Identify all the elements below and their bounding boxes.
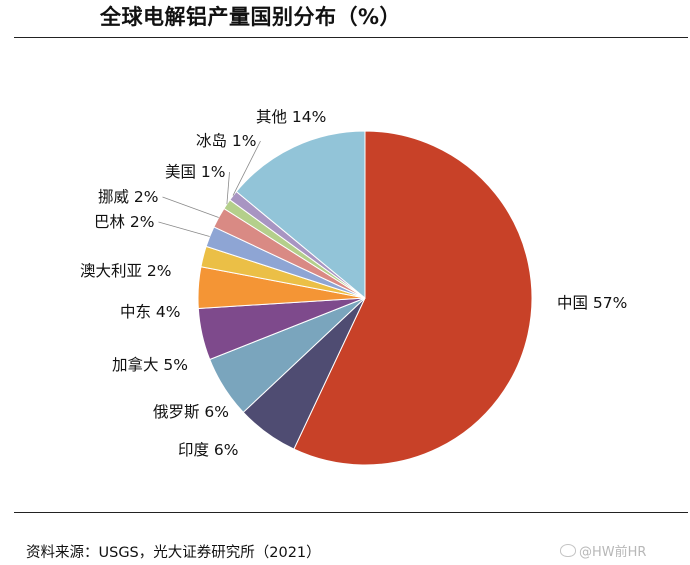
- leader-line: [158, 221, 210, 237]
- watermark: @HW前HR: [560, 541, 646, 560]
- slice-label: 中国 57%: [557, 294, 627, 312]
- leader-line: [226, 171, 230, 205]
- leader-lines: [158, 140, 261, 237]
- leader-line: [162, 196, 219, 218]
- weibo-logo-icon: [560, 544, 576, 557]
- pie-slice: [293, 130, 533, 466]
- watermark-text: @HW前HR: [579, 545, 647, 560]
- slice-label: 其他 14%: [256, 108, 326, 126]
- bottom-divider: [14, 512, 688, 513]
- source-note: 资料来源：USGS，光大证券研究所（2021）: [26, 545, 321, 561]
- slice-label: 巴林 2%: [94, 213, 155, 231]
- leader-line: [232, 140, 261, 196]
- slice-label: 印度 6%: [178, 441, 239, 459]
- slice-label: 加拿大 5%: [112, 355, 188, 374]
- pie-slice: [235, 130, 366, 300]
- top-divider: [14, 37, 688, 38]
- pie-slices: [197, 130, 533, 466]
- slice-label: 挪威 2%: [98, 188, 159, 206]
- slice-label: 美国 1%: [165, 163, 226, 181]
- slice-label: 中东 4%: [120, 303, 181, 321]
- slice-label: 澳大利亚 2%: [80, 262, 172, 280]
- slice-labels: 中国 57% 印度 6% 俄罗斯 6% 加拿大 5% 中东 4% 澳大利亚 2% 巴林 2%…: [80, 108, 627, 459]
- slice-label: 俄罗斯 6%: [153, 403, 229, 421]
- chart-title: 全球电解铝产量国别分布（%）: [100, 5, 402, 29]
- slice-label: 冰岛 1%: [196, 132, 257, 150]
